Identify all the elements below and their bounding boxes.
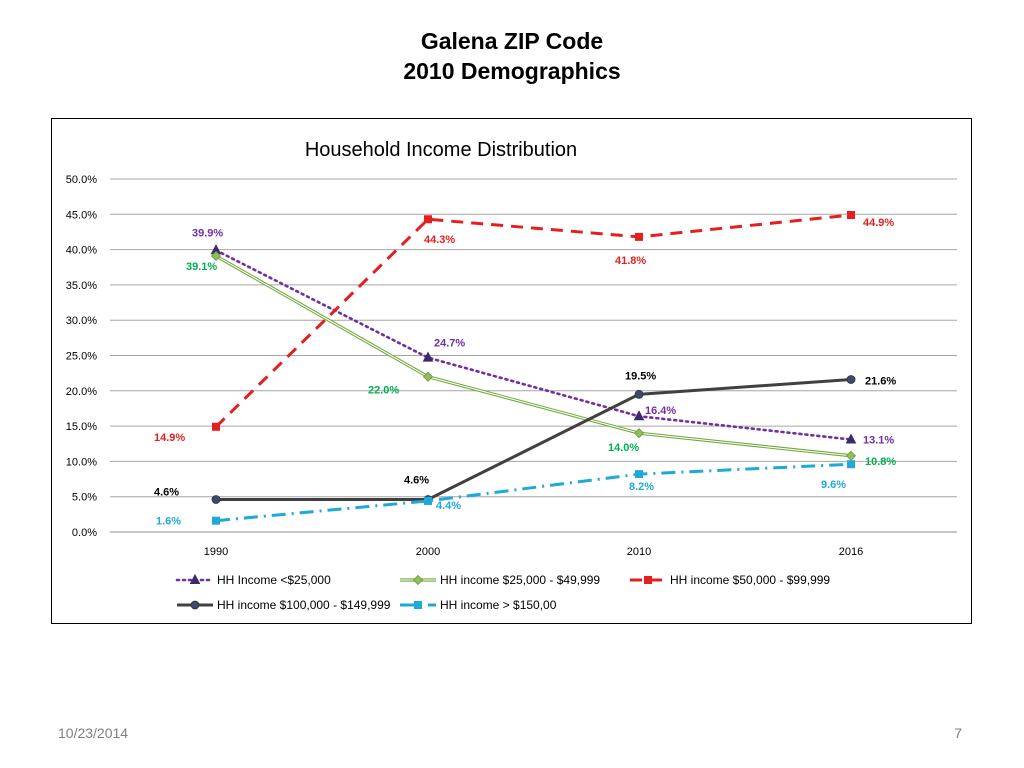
- slide-title: Galena ZIP Code: [420, 28, 604, 54]
- y-tick-label: 30.0%: [66, 315, 97, 327]
- y-tick-label: 50.0%: [66, 174, 97, 186]
- data-point: [211, 495, 221, 504]
- series-line-inner: [215, 255, 852, 457]
- data-point: [212, 516, 220, 525]
- x-tick-label: 2016: [839, 546, 863, 558]
- legend-marker: [189, 573, 201, 584]
- data-label: 8.2%: [629, 481, 654, 493]
- data-point: [210, 250, 222, 262]
- slide-subtitle: 2010 Demographics: [403, 58, 621, 84]
- data-point: [424, 215, 432, 224]
- data-point: [422, 371, 434, 382]
- y-tick-label: 20.0%: [66, 386, 97, 398]
- chart-frame: Household Income Distribution 0.0% 5.0% 10…: [51, 118, 972, 624]
- data-point: [634, 389, 644, 399]
- page-number: 7: [954, 725, 962, 741]
- line-chart: Household Income Distribution 0.0% 5.0% 10…: [66, 139, 957, 612]
- data-label: 16.4%: [645, 405, 676, 417]
- data-point: [424, 496, 432, 505]
- data-point: [633, 428, 645, 439]
- legend-entry: HH Income <$25,000: [175, 573, 331, 587]
- y-tick-label: 15.0%: [66, 421, 97, 433]
- data-label: 44.3%: [424, 234, 455, 246]
- data-point: [845, 450, 857, 461]
- series-line: [214, 213, 852, 428]
- series-3: [211, 375, 856, 504]
- data-point: [212, 422, 220, 431]
- data-label: 39.1%: [186, 261, 217, 273]
- x-tick-label: 1990: [204, 546, 228, 558]
- legend-label: HH Income <$25,000: [217, 573, 331, 587]
- legend-label: HH income $50,000 - $99,999: [670, 573, 830, 587]
- y-tick-label: 10.0%: [66, 456, 97, 468]
- legend-label: HH income $25,000 - $49,999: [440, 573, 600, 587]
- data-label: 4.6%: [154, 487, 179, 499]
- series-line: [215, 462, 852, 523]
- data-point: [633, 410, 645, 421]
- data-label: 39.9%: [192, 227, 223, 239]
- x-tick-label: 2000: [416, 546, 440, 558]
- data-label: 22.0%: [368, 385, 399, 397]
- data-label: 9.6%: [821, 479, 846, 491]
- data-point: [847, 211, 855, 220]
- y-tick-label: 40.0%: [66, 245, 97, 257]
- series-4: [212, 460, 855, 525]
- y-tick-label: 5.0%: [72, 492, 97, 504]
- data-label: 19.5%: [625, 370, 656, 382]
- data-point: [845, 433, 857, 444]
- legend-entry: HH income $100,000 - $149,999: [177, 598, 391, 612]
- footer-date: 10/23/2014: [58, 725, 129, 741]
- legend-marker: [644, 576, 652, 584]
- data-label: 4.6%: [404, 475, 429, 487]
- y-tick-label: 45.0%: [66, 209, 97, 221]
- series-1: [210, 250, 857, 461]
- data-label: 21.6%: [865, 376, 896, 388]
- data-label: 41.8%: [615, 255, 646, 267]
- y-tick-label: 35.0%: [66, 280, 97, 292]
- chart-title: Household Income Distribution: [305, 139, 577, 161]
- y-tick-label: 0.0%: [72, 527, 97, 539]
- data-point: [422, 351, 434, 362]
- legend-marker: [190, 600, 200, 610]
- legend-label: HH income $100,000 - $149,999: [217, 598, 391, 612]
- legend-label: HH income > $150,00: [440, 598, 557, 612]
- data-point: [846, 375, 856, 384]
- data-label: 14.9%: [154, 432, 185, 444]
- data-label: 13.1%: [863, 435, 894, 447]
- series-0: [210, 244, 857, 444]
- y-tick-label: 25.0%: [66, 351, 97, 363]
- data-label: 44.9%: [863, 217, 894, 229]
- data-point: [635, 232, 643, 241]
- data-point: [847, 460, 855, 469]
- legend-entry: HH income > $150,00: [400, 598, 557, 612]
- data-label: 14.0%: [608, 442, 639, 454]
- legend-marker: [414, 601, 422, 609]
- legend-entry: HH income $25,000 - $49,999: [400, 573, 600, 587]
- series-line: [216, 378, 852, 502]
- x-tick-label: 2010: [627, 546, 651, 558]
- data-label: 24.7%: [434, 338, 465, 350]
- series-2: [212, 211, 855, 431]
- data-label: 10.8%: [865, 456, 896, 468]
- data-label: 4.4%: [436, 500, 461, 512]
- legend-entry: HH income $50,000 - $99,999: [630, 573, 830, 587]
- data-point: [635, 470, 643, 479]
- data-label: 1.6%: [156, 516, 181, 528]
- series-line: [214, 249, 853, 441]
- legend-marker: [412, 574, 424, 586]
